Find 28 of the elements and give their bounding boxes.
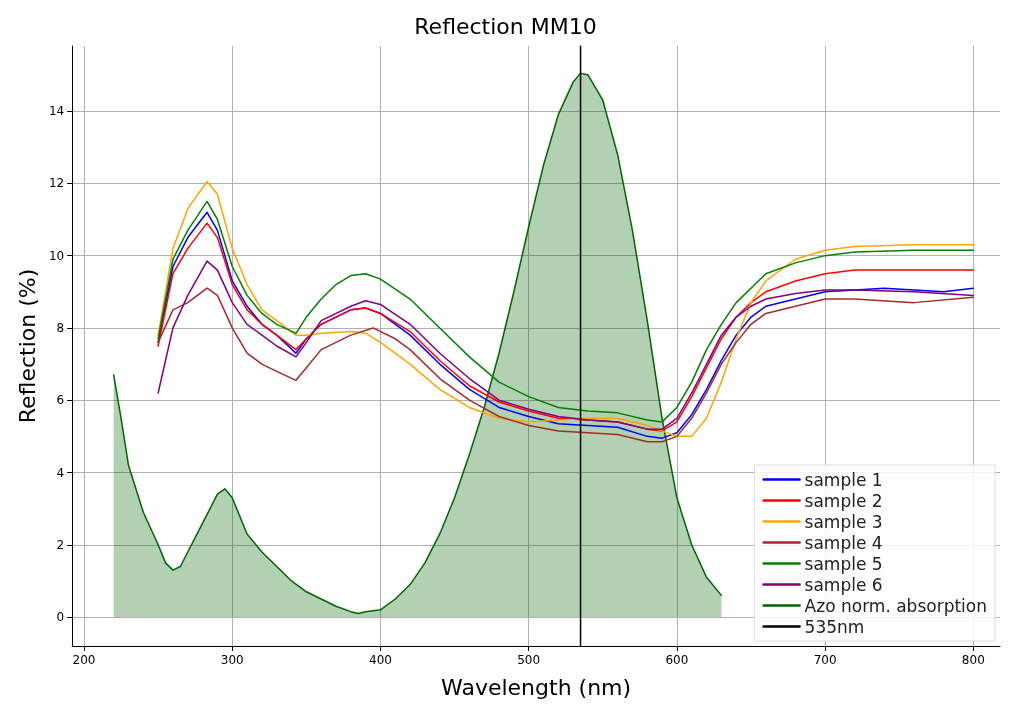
y-tick-label: 0: [56, 610, 65, 625]
y-tick-label: 6: [56, 393, 65, 408]
legend-label: Azo norm. absorption: [804, 595, 987, 616]
legend-label: sample 2: [804, 490, 883, 511]
x-tick-label: 200: [72, 653, 96, 667]
y-tick-label: 2: [56, 537, 65, 552]
legend-label: 535nm: [804, 616, 865, 637]
x-tick-label: 800: [961, 653, 985, 667]
legend-label: sample 1: [804, 469, 883, 490]
legend-label: sample 4: [804, 532, 883, 553]
x-axis-title: Wavelength (nm): [441, 674, 632, 700]
x-tick-label: 400: [369, 653, 392, 667]
y-tick-label: 14: [48, 104, 65, 119]
y-axis-title: Reflection (%): [14, 268, 40, 424]
x-tick-label: 500: [517, 653, 541, 667]
chart-title: Reflection MM10: [414, 13, 597, 39]
line-series: [157, 287, 975, 443]
legend-label: sample 6: [804, 574, 883, 595]
y-tick-label: 10: [48, 248, 65, 263]
legend-label: sample 3: [804, 511, 883, 532]
x-tick-label: 600: [665, 653, 689, 667]
y-tick-label: 8: [56, 320, 65, 335]
x-tick-label: 300: [220, 653, 244, 667]
legend-label: sample 5: [804, 553, 883, 574]
y-tick-label: 4: [56, 465, 65, 480]
y-tick-label: 12: [48, 176, 65, 191]
line-series: [157, 260, 975, 430]
x-tick-label: 700: [813, 653, 837, 667]
